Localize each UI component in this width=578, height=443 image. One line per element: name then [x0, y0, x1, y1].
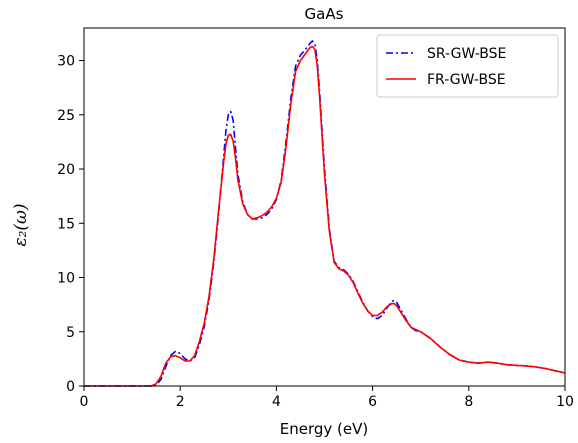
chart-title: GaAs	[305, 5, 344, 23]
x-tick-label: 10	[556, 394, 574, 410]
y-tick-label: 10	[57, 271, 75, 287]
x-tick-label: 4	[272, 394, 281, 410]
legend-box	[376, 34, 559, 98]
x-tick-label: 8	[464, 394, 473, 410]
x-tick-label: 0	[80, 394, 89, 410]
x-tick-label: 2	[176, 394, 185, 410]
y-tick-label: 0	[66, 379, 75, 395]
x-tick-label: 6	[368, 394, 377, 410]
y-tick-label: 20	[57, 162, 75, 178]
x-axis-label: Energy (eV)	[280, 420, 368, 438]
legend: SR-GW-BSE FR-GW-BSE	[376, 34, 559, 98]
y-tick-label: 15	[57, 216, 75, 232]
legend-entry-label: SR-GW-BSE	[427, 46, 506, 62]
ticks-layer: 0 2 4 6 8 10 0 5 10 15 20 25 30	[57, 54, 574, 410]
plot-frame	[83, 27, 566, 387]
y-tick-label: 5	[66, 325, 75, 341]
series-line-fr	[84, 45, 566, 387]
y-tick-label: 30	[57, 54, 75, 70]
legend-entry-label: FR-GW-BSE	[427, 72, 506, 88]
y-tick-label: 25	[57, 108, 75, 124]
y-axis-label: ε₂(ω)	[11, 203, 31, 246]
series-layer	[84, 40, 566, 387]
